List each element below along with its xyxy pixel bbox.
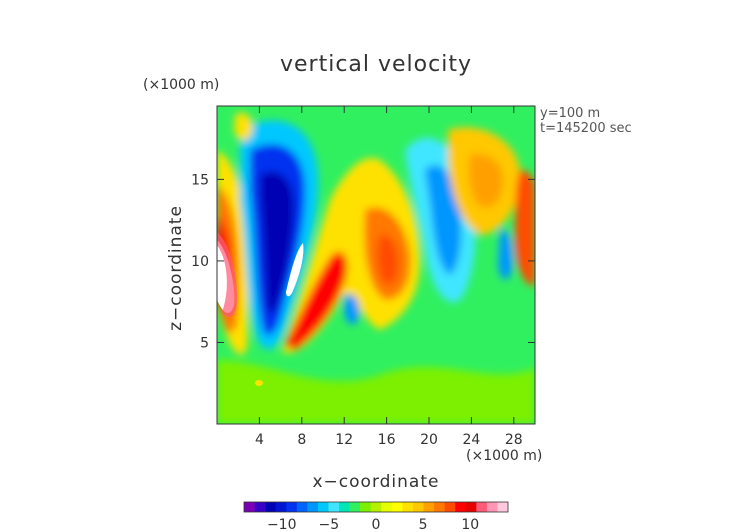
x-tick-label: 12 [335,432,353,448]
colorbar-swatch [444,502,456,512]
colorbar-swatch [402,502,414,512]
colorbar-swatch [412,502,424,512]
colorbar: −10 −5 0 5 10 [243,501,509,532]
annotation-y-position: y=100 m [540,106,600,121]
field-left-pink-halo [217,232,238,317]
y-axis: 5 10 15 [191,172,535,351]
x-tick-label: 24 [462,432,480,448]
colorbar-tick-label: 10 [461,517,479,532]
colorbar-swatch [296,502,308,512]
colorbar-swatch [349,502,361,512]
chart-title: vertical velocity [280,52,472,77]
field-top-left-positive [234,112,253,141]
y-tick-label: 5 [200,335,209,351]
x-tick-label: 16 [378,432,396,448]
y-tick-label: 15 [191,172,209,188]
plot-frame [216,105,536,425]
field-contours [217,112,535,424]
x-tick-label: 28 [505,432,523,448]
field-lower-band [217,360,535,424]
field-upper-right-positive-core [468,154,504,208]
x-tick-label: 8 [297,432,306,448]
x-tick-label: 4 [255,432,264,448]
colorbar-swatch [244,502,255,512]
colorbar-frame [243,501,509,513]
colorbar-swatch [434,502,445,512]
colorbar-swatch [423,502,435,512]
y-axis-label: z−coordinate [166,205,186,331]
x-unit-label: (×1000 m) [466,448,542,464]
x-axis-label: x−coordinate [313,472,440,492]
colorbar-swatch [328,502,340,512]
colorbar-swatch [360,502,372,512]
field-right-edge-positive [515,170,535,286]
colorbar-swatch [286,502,298,512]
colorbar-swatch [265,502,276,512]
colorbar-swatch [381,502,393,512]
colorbar-swatch [497,502,509,512]
field-small-positive-blob [255,380,263,386]
colorbar-tick-label: 0 [372,517,381,532]
colorbar-swatch [455,502,467,512]
field-right-edge-negative [498,229,513,280]
plot-area [217,106,535,424]
colorbar-swatch [465,502,477,512]
colorbar-swatch [486,502,498,512]
colorbar-tick-label: −10 [267,517,297,532]
field-center-positive-peak [377,234,399,285]
x-tick-label: 20 [420,432,438,448]
colorbar-tick-label: 5 [419,517,428,532]
colorbar-swatch [254,502,266,512]
field-blue-column-peak [260,171,295,314]
y-tick-label: 10 [191,254,209,270]
colorbar-swatch [370,502,382,512]
colorbar-swatch [391,502,403,512]
colorbar-swatch [317,502,329,512]
colorbar-swatch [275,502,287,512]
colorbar-tick-label: −5 [319,517,340,532]
field-red-arc [285,252,347,350]
x-axis: 4 8 12 16 20 24 28 [255,106,523,448]
annotation-time: t=145200 sec [540,121,632,136]
colorbar-swatch [307,502,319,512]
field-white-peak-center [286,243,304,297]
field-right-negative-core [425,164,462,275]
colorbar-swatch [476,502,488,512]
field-lower-negative [344,294,360,325]
colorbar-swatch [339,502,350,512]
y-unit-label: (×1000 m) [143,77,219,93]
